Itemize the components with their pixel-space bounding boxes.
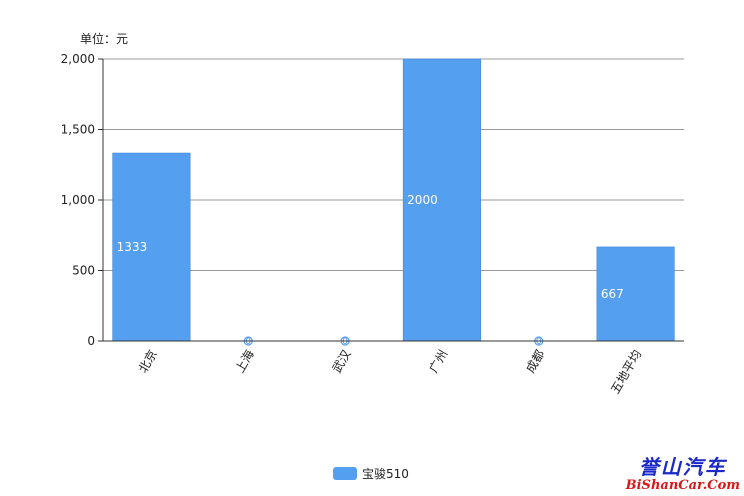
data-label: 0 [342, 337, 348, 347]
watermark-en: BiShanCar.Com [625, 478, 740, 493]
x-axis-labels: 北京 上海 武汉 广州 成都 五地平均 [136, 347, 644, 396]
data-label: 1333 [117, 240, 148, 254]
y-tick-label: 1,000 [61, 193, 95, 207]
bars: 1333 0 0 2000 0 667 [112, 58, 675, 347]
x-tick-label: 五地平均 [608, 348, 644, 397]
y-tick-label: 500 [72, 264, 95, 278]
data-label: 0 [536, 337, 542, 347]
x-tick-label: 成都 [523, 348, 547, 376]
x-tick-label: 北京 [136, 348, 160, 376]
unit-label: 单位：元 [80, 31, 128, 46]
grid-lines [103, 58, 684, 271]
data-label: 667 [601, 287, 624, 301]
y-tick-label: 0 [87, 334, 95, 348]
data-label: 0 [245, 337, 251, 347]
y-axis-ticks: 0 500 1,000 1,500 2,000 [61, 52, 103, 348]
x-tick-label: 上海 [232, 347, 257, 375]
y-tick-label: 2,000 [61, 52, 95, 66]
x-tick-label: 武汉 [330, 348, 354, 376]
legend-label: 宝骏510 [362, 467, 409, 481]
legend-swatch [333, 467, 357, 480]
legend: 宝骏510 [333, 467, 409, 481]
bar [402, 58, 481, 342]
bar [596, 246, 675, 342]
watermark-cn: 誉山汽车 [638, 455, 727, 479]
data-label: 2000 [407, 193, 438, 207]
bar [112, 152, 191, 342]
y-tick-label: 1,500 [61, 123, 95, 137]
x-tick-label: 广州 [426, 348, 450, 376]
watermark-logo: 誉山汽车 BiShanCar.Com [626, 457, 740, 492]
